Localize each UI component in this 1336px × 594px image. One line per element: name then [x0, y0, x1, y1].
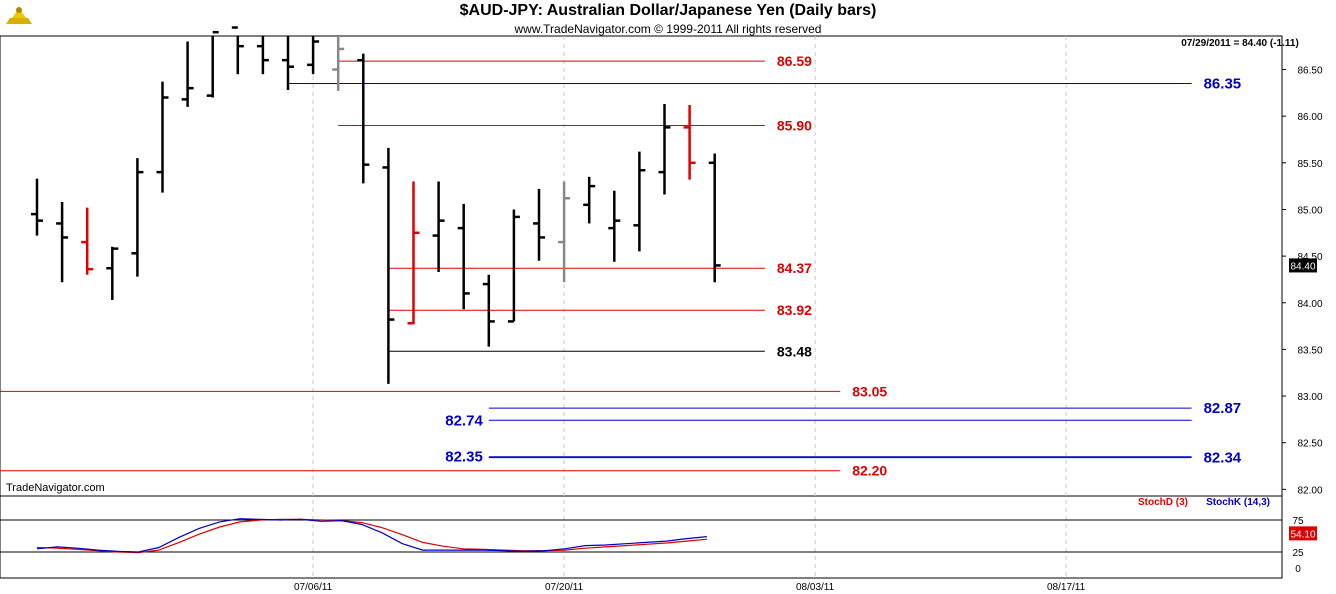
stoch-value-marker	[1289, 526, 1317, 541]
price-tick-label: 85.00	[1297, 205, 1322, 216]
stoch-tick-label: 0	[1295, 564, 1301, 575]
level-label: 82.87	[1204, 400, 1242, 417]
ohlc-bar	[533, 188, 545, 261]
ohlc-bar	[206, 30, 219, 98]
date-tick-label: 08/03/11	[796, 582, 835, 593]
trade-navigator-logo-icon	[6, 7, 32, 24]
copyright-text: www.TradeNavigator.com © 1999-2011 All r…	[514, 22, 822, 36]
price-tick-label: 84.00	[1297, 299, 1322, 310]
price-tick-label: 83.00	[1297, 392, 1322, 403]
price-tick-label: 83.50	[1297, 345, 1322, 356]
date-tick-label: 07/20/11	[545, 582, 584, 593]
stoch-value-marker-label: 54.10	[1290, 529, 1315, 540]
date-tick-label: 07/06/11	[294, 582, 333, 593]
level-label: 83.48	[777, 343, 812, 359]
date-axis: 07/06/11 07/20/11 08/03/11 08/17/11	[294, 582, 1086, 593]
ohlc-bar	[31, 178, 43, 236]
ohlc-bar	[282, 36, 294, 91]
stoch-k-legend: StochK (14,3)	[1206, 497, 1270, 508]
ohlc-bar	[482, 274, 495, 347]
ohlc-bar	[307, 36, 320, 75]
ohlc-bar	[332, 36, 345, 91]
price-tick-label: 82.00	[1297, 485, 1322, 496]
ohlc-bar	[181, 41, 194, 107]
price-tick-label: 84.50	[1297, 252, 1322, 263]
price-tick-label: 85.50	[1297, 159, 1322, 170]
level-label: 86.59	[777, 53, 812, 69]
date-tick-label: 08/17/11	[1047, 582, 1086, 593]
ohlc-bar	[357, 53, 370, 184]
price-tick-label: 86.50	[1297, 66, 1322, 77]
ohlc-bar	[507, 209, 520, 323]
watermark-text: TradeNavigator.com	[6, 482, 105, 494]
stoch-d-legend: StochD (3)	[1138, 497, 1188, 508]
support-resistance-levels: 86.59 86.35 85.90 84.37 83.92 83.48 83.05 82.87…	[0, 53, 1242, 479]
level-label: 82.74	[445, 412, 483, 429]
price-tick-label: 82.50	[1297, 439, 1322, 450]
stoch-k-line	[36, 518, 707, 553]
stoch-d-line	[36, 518, 707, 554]
level-label: 86.35	[1204, 75, 1242, 92]
stoch-tick-label: 25	[1292, 548, 1304, 559]
ohlc-bar	[583, 176, 596, 224]
ohlc-bar	[658, 104, 671, 195]
stochastic-panel: 75 25 0 54.10	[0, 516, 1317, 575]
ohlc-bar	[256, 36, 269, 75]
ohlc-bar	[633, 151, 646, 252]
level-label: 83.92	[777, 302, 812, 318]
ohlc-bar	[407, 181, 420, 325]
ohlc-bar	[156, 81, 169, 193]
level-label: 82.20	[852, 463, 887, 479]
ohlc-bar	[231, 26, 244, 75]
price-tick-label: 86.00	[1297, 112, 1322, 123]
ohlc-bar	[382, 147, 395, 384]
ohlc-bar	[432, 181, 445, 272]
last-price-readout: 07/29/2011 = 84.40 (-1.11)	[1181, 38, 1299, 49]
ohlc-bar	[457, 203, 470, 310]
ohlc-bar	[608, 190, 621, 262]
level-label: 82.34	[1204, 450, 1242, 467]
ohlc-bar	[106, 246, 119, 300]
ohlc-bar	[558, 181, 571, 283]
chart-title: $AUD-JPY: Australian Dollar/Japanese Yen…	[459, 2, 877, 19]
level-label: 85.90	[777, 117, 812, 133]
ohlc-bar	[56, 201, 69, 283]
ohlc-bar	[81, 207, 94, 275]
plot-frame	[0, 35, 1283, 579]
level-label: 84.37	[777, 260, 812, 276]
price-bars	[31, 26, 721, 384]
ohlc-bar	[683, 104, 696, 180]
price-axis: 86.50 86.00 85.50 85.00 84.50 84.00 83.50 83.00…	[1282, 66, 1323, 496]
level-label: 83.05	[852, 383, 887, 399]
last-price-marker-label: 84.40	[1290, 261, 1315, 272]
grid	[0, 35, 1283, 579]
stoch-tick-label: 75	[1292, 516, 1304, 527]
last-price-marker	[1289, 258, 1317, 273]
level-label: 82.35	[445, 449, 483, 466]
ohlc-bar	[708, 153, 721, 283]
ohlc-bar	[131, 158, 144, 277]
